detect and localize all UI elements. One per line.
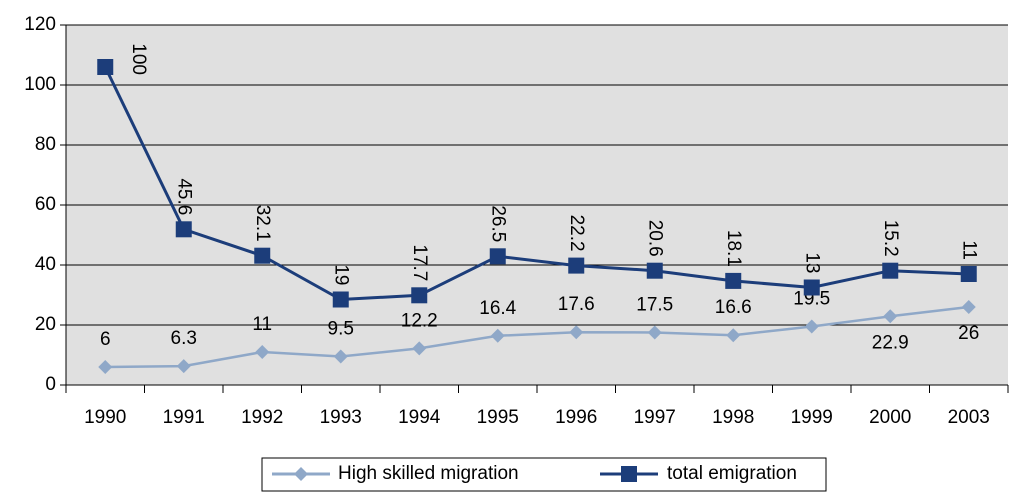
data-label: 6.3 bbox=[171, 328, 197, 349]
series-line bbox=[103, 66, 969, 302]
data-label: 11 bbox=[959, 240, 980, 260]
marker bbox=[961, 300, 976, 314]
marker bbox=[647, 325, 662, 340]
x-tick-label: 1996 bbox=[555, 407, 597, 428]
marker bbox=[332, 291, 349, 308]
marker bbox=[411, 287, 428, 304]
marker bbox=[726, 328, 741, 343]
x-tick-label: 2000 bbox=[869, 407, 911, 428]
data-label: 18.1 bbox=[723, 230, 744, 267]
data-label: 17.7 bbox=[409, 244, 430, 281]
data-label: 13 bbox=[802, 252, 823, 273]
y-tick-label: 100 bbox=[24, 74, 56, 95]
marker bbox=[804, 319, 819, 334]
y-tick-label: 0 bbox=[45, 374, 56, 395]
marker bbox=[255, 345, 270, 359]
data-label: 26 bbox=[958, 323, 979, 344]
data-label: 15.2 bbox=[880, 220, 901, 257]
data-label: 17.6 bbox=[558, 294, 595, 315]
marker bbox=[254, 247, 271, 264]
data-label: 19.5 bbox=[793, 289, 830, 310]
marker bbox=[176, 359, 191, 374]
data-label: 11 bbox=[252, 314, 272, 335]
x-tick-label: 2003 bbox=[948, 407, 990, 428]
x-tick-label: 1995 bbox=[477, 407, 519, 428]
data-label: 9.5 bbox=[328, 319, 354, 340]
data-label: 26.5 bbox=[488, 205, 509, 242]
marker bbox=[568, 257, 585, 274]
legend-marker bbox=[294, 467, 308, 481]
marker bbox=[412, 341, 427, 356]
marker bbox=[333, 349, 348, 364]
marker bbox=[646, 262, 663, 279]
data-label: 45.6 bbox=[174, 178, 195, 215]
x-tick-label: 1993 bbox=[320, 407, 362, 428]
legend-marker bbox=[621, 466, 637, 482]
data-label: 16.6 bbox=[715, 297, 752, 318]
x-tick-label: 1990 bbox=[84, 407, 126, 428]
data-label: 12.2 bbox=[401, 310, 438, 331]
marker bbox=[725, 272, 742, 289]
legend-label: High skilled migration bbox=[338, 463, 519, 484]
x-tick-label: 1991 bbox=[163, 407, 205, 428]
y-tick-label: 40 bbox=[35, 254, 56, 275]
data-label: 22.2 bbox=[566, 215, 587, 252]
legend-box bbox=[261, 457, 827, 492]
data-label: 20.6 bbox=[645, 220, 666, 257]
marker bbox=[569, 325, 584, 340]
data-label: 16.4 bbox=[479, 298, 516, 319]
y-tick-label: 20 bbox=[35, 314, 56, 335]
data-label: 17.5 bbox=[636, 295, 673, 316]
x-tick-label: 1994 bbox=[398, 407, 441, 428]
marker bbox=[175, 221, 192, 238]
y-tick-label: 60 bbox=[35, 194, 56, 215]
marker bbox=[960, 266, 977, 282]
series-line bbox=[105, 305, 969, 369]
legend-label: total emigration bbox=[667, 463, 797, 484]
marker bbox=[882, 262, 899, 279]
y-tick-label: 80 bbox=[35, 134, 56, 155]
x-tick-label: 1997 bbox=[634, 407, 676, 428]
marker bbox=[97, 59, 114, 75]
marker bbox=[803, 279, 820, 296]
data-label: 6 bbox=[100, 329, 111, 350]
marker bbox=[489, 248, 506, 265]
x-tick-label: 1999 bbox=[791, 407, 833, 428]
marker bbox=[98, 360, 113, 374]
x-tick-label: 1992 bbox=[241, 407, 283, 428]
data-label: 100 bbox=[128, 43, 149, 75]
marker bbox=[883, 309, 898, 324]
y-tick-label: 120 bbox=[24, 14, 56, 35]
data-label: 22.9 bbox=[872, 332, 909, 353]
data-label: 32.1 bbox=[252, 205, 273, 242]
x-tick-label: 1998 bbox=[712, 407, 754, 428]
marker bbox=[490, 328, 505, 343]
data-label: 19 bbox=[331, 264, 352, 285]
